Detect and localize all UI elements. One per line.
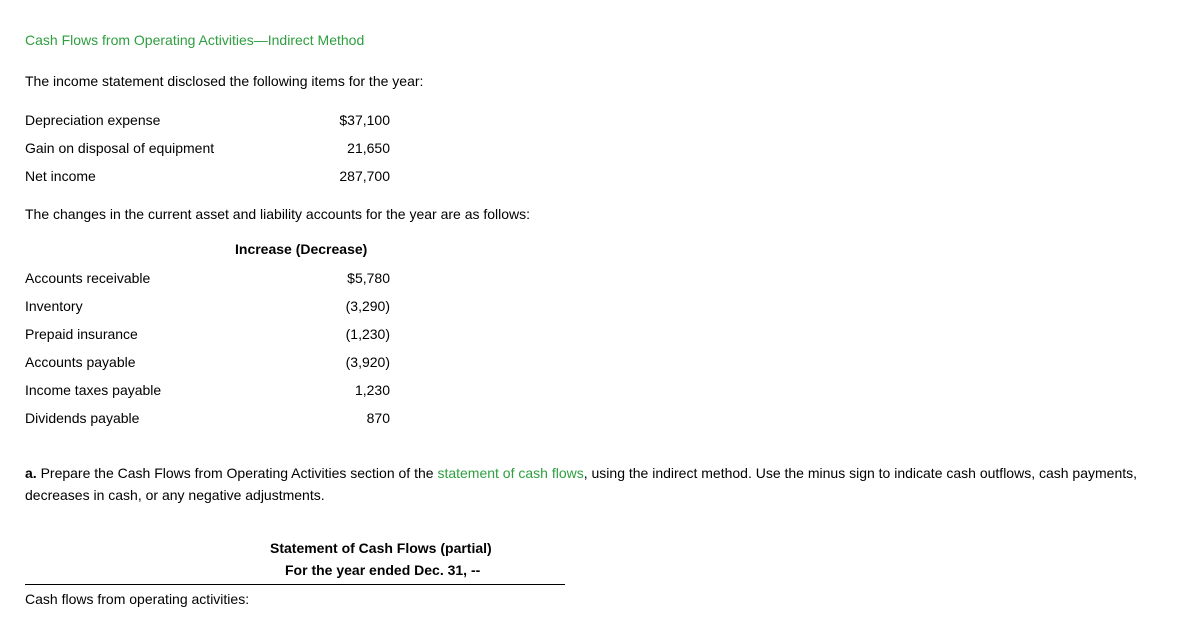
row-value: (3,290) [310,292,390,320]
table-row: Accounts receivable $5,780 [25,264,1175,292]
row-value: 870 [310,404,390,432]
question-prefix: a. [25,465,41,481]
row-label: Accounts receivable [25,264,310,292]
statement-block: Statement of Cash Flows (partial) For th… [25,537,1175,610]
row-label: Prepaid insurance [25,320,310,348]
row-label: Depreciation expense [25,106,310,134]
changes-header-row: Increase (Decrease) [25,239,1175,260]
row-label: Accounts payable [25,348,310,376]
table-row: Income taxes payable 1,230 [25,376,1175,404]
table-row: Prepaid insurance (1,230) [25,320,1175,348]
row-value: 21,650 [310,134,390,162]
table-row: Dividends payable 870 [25,404,1175,432]
table-row: Depreciation expense $37,100 [25,106,1175,134]
row-value: (1,230) [310,320,390,348]
changes-intro-text: The changes in the current asset and lia… [25,204,1175,225]
row-value: (3,920) [310,348,390,376]
row-label: Net income [25,162,310,190]
row-label: Gain on disposal of equipment [25,134,310,162]
statement-title: Statement of Cash Flows (partial) [25,537,1175,559]
row-label: Inventory [25,292,310,320]
row-label: Income taxes payable [25,376,310,404]
page-title: Cash Flows from Operating Activities—Ind… [25,30,1175,51]
row-value: 1,230 [310,376,390,404]
row-value: 287,700 [310,162,390,190]
question-text: a. Prepare the Cash Flows from Operating… [25,462,1175,507]
statement-section-label: Cash flows from operating activities: [25,589,1175,610]
table-row: Inventory (3,290) [25,292,1175,320]
table-row: Gain on disposal of equipment 21,650 [25,134,1175,162]
intro-text: The income statement disclosed the follo… [25,71,1175,92]
row-label: Dividends payable [25,404,310,432]
changes-header-label: Increase (Decrease) [235,239,367,260]
changes-table: Accounts receivable $5,780 Inventory (3,… [25,264,1175,432]
income-items-table: Depreciation expense $37,100 Gain on dis… [25,106,1175,190]
question-part1: Prepare the Cash Flows from Operating Ac… [41,465,438,481]
row-value: $37,100 [310,106,390,134]
statement-rule [25,584,565,585]
statement-link[interactable]: statement of cash flows [437,465,583,481]
table-row: Accounts payable (3,920) [25,348,1175,376]
row-value: $5,780 [310,264,390,292]
table-row: Net income 287,700 [25,162,1175,190]
statement-subtitle: For the year ended Dec. 31, -- [25,559,1175,581]
